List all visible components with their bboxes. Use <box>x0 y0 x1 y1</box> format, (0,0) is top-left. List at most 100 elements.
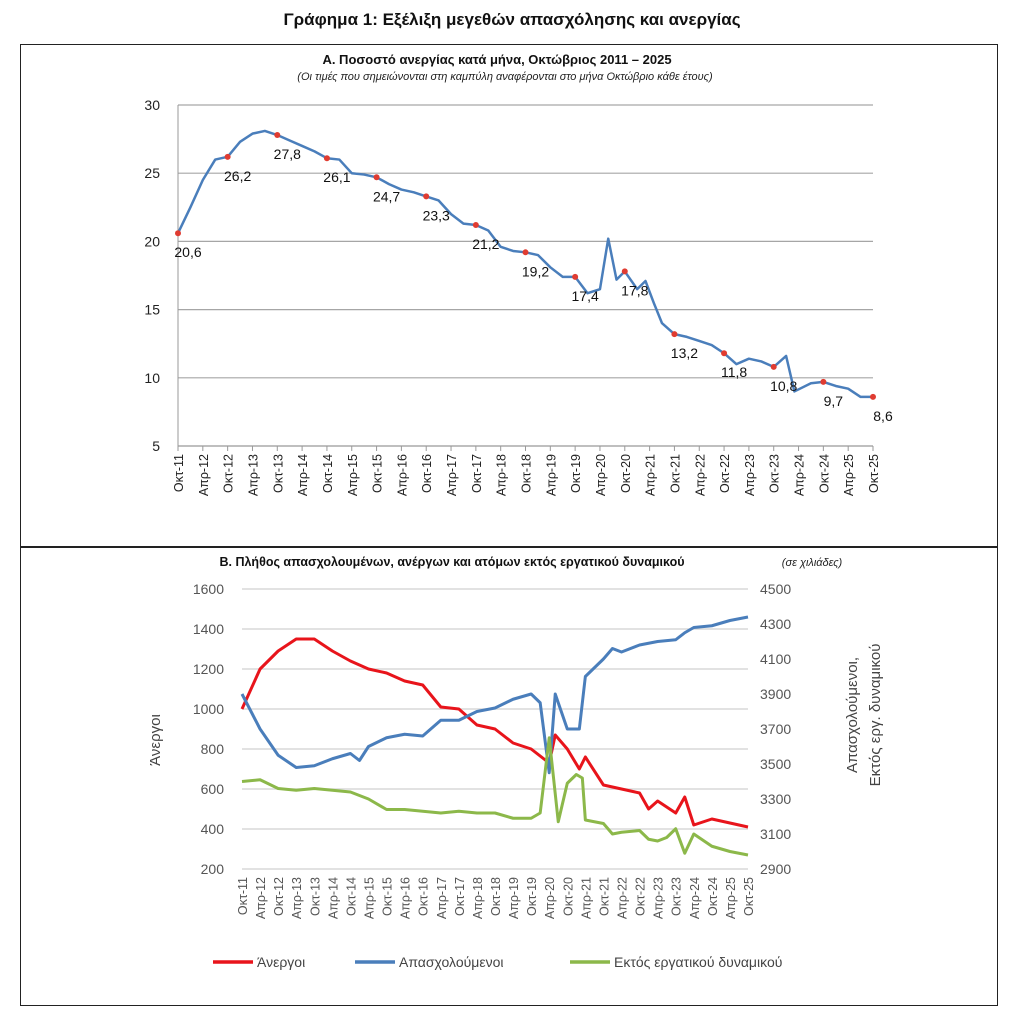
left-y-tick-label: 600 <box>201 781 225 797</box>
x-tick-label: Απρ-21 <box>644 454 658 496</box>
y-tick-label: 20 <box>144 233 160 249</box>
x-tick-label: Οκτ-12 <box>272 877 286 916</box>
x-tick-label: Οκτ-17 <box>470 454 484 493</box>
x-tick-label: Απρ-22 <box>616 877 630 919</box>
chart-a-title: Α. Ποσοστό ανεργίας κατά μήνα, Οκτώβριος… <box>322 52 671 67</box>
x-tick-label: Οκτ-15 <box>371 454 385 493</box>
x-tick-label: Οκτ-16 <box>417 877 431 916</box>
x-tick-label: Απρ-16 <box>395 454 409 496</box>
x-tick-label: Απρ-18 <box>471 877 485 919</box>
x-tick-label: Οκτ-12 <box>222 454 236 493</box>
x-tick-label: Απρ-13 <box>246 454 260 496</box>
data-label: 17,8 <box>621 282 648 298</box>
x-tick-label: Οκτ-21 <box>597 877 611 916</box>
figure-title: Γράφημα 1: Εξέλιξη μεγεθών απασχόλησης κ… <box>283 10 741 29</box>
x-tick-label: Οκτ-15 <box>381 877 395 916</box>
x-tick-label: Απρ-20 <box>543 877 557 919</box>
x-tick-label: Απρ-21 <box>579 877 593 919</box>
data-label: 21,2 <box>472 236 499 252</box>
x-tick-label: Απρ-23 <box>743 454 757 496</box>
data-label: 26,2 <box>224 168 251 184</box>
x-tick-label: Απρ-17 <box>445 454 459 496</box>
x-tick-label: Οκτ-18 <box>520 454 534 493</box>
x-tick-label: Απρ-24 <box>688 877 702 919</box>
x-tick-label: Οκτ-25 <box>867 454 881 493</box>
right-y-tick-label: 3900 <box>760 686 791 702</box>
x-tick-label: Απρ-14 <box>326 877 340 919</box>
chart-a-subtitle: (Οι τιμές που σημειώνονται στη καμπύλη α… <box>297 71 713 83</box>
x-tick-label: Οκτ-19 <box>525 877 539 916</box>
x-tick-label: Απρ-23 <box>652 877 666 919</box>
x-tick-label: Οκτ-17 <box>453 877 467 916</box>
x-tick-label: Απρ-25 <box>724 877 738 919</box>
x-tick-label: Οκτ-22 <box>634 877 648 916</box>
data-point-marker <box>373 174 380 181</box>
right-y-tick-label: 3100 <box>760 826 791 842</box>
x-tick-label: Απρ-16 <box>399 877 413 919</box>
x-tick-label: Οκτ-19 <box>569 454 583 493</box>
y-tick-label: 5 <box>152 438 160 454</box>
x-tick-label: Οκτ-18 <box>489 877 503 916</box>
panel-divider <box>20 546 998 548</box>
legend-label: Εκτός εργατικού δυναμικού <box>614 954 782 970</box>
x-tick-label: Οκτ-11 <box>172 454 186 492</box>
x-tick-label: Οκτ-22 <box>718 454 732 493</box>
data-point-marker <box>423 193 430 200</box>
x-tick-label: Απρ-15 <box>363 877 377 919</box>
left-y-tick-label: 200 <box>201 861 225 877</box>
data-label: 24,7 <box>373 188 400 204</box>
x-tick-label: Οκτ-20 <box>561 877 575 916</box>
x-tick-label: Απρ-19 <box>507 877 521 919</box>
data-point-marker <box>820 378 827 385</box>
right-y-tick-label: 3500 <box>760 756 791 772</box>
x-tick-label: Οκτ-11 <box>236 877 250 915</box>
y-tick-label: 25 <box>144 165 160 181</box>
y-tick-label: 10 <box>144 370 160 386</box>
data-point-marker <box>870 393 876 400</box>
data-label: 9,7 <box>824 393 844 409</box>
data-label: 26,1 <box>323 169 350 185</box>
left-y-tick-label: 1000 <box>193 701 224 717</box>
chart-b-left-axis-label: Άνεργοι <box>147 714 164 766</box>
y-tick-label: 30 <box>144 97 160 113</box>
x-tick-label: Οκτ-23 <box>768 454 782 493</box>
right-y-tick-label: 4500 <box>760 581 791 597</box>
data-label: 10,8 <box>770 378 797 394</box>
x-tick-label: Οκτ-13 <box>271 454 285 493</box>
x-tick-label: Οκτ-20 <box>619 454 633 493</box>
x-tick-label: Οκτ-14 <box>344 877 358 916</box>
figure-frame <box>20 44 998 1006</box>
x-tick-label: Απρ-12 <box>254 877 268 919</box>
x-tick-label: Οκτ-21 <box>668 454 682 493</box>
data-label: 8,6 <box>873 408 893 424</box>
chart-b-title: Β. Πλήθος απασχολουμένων, ανέργων και ατ… <box>219 555 684 569</box>
x-tick-label: Απρ-25 <box>842 454 856 496</box>
x-tick-label: Απρ-24 <box>793 454 807 496</box>
data-label: 11,8 <box>721 364 747 380</box>
left-y-tick-label: 1600 <box>193 581 224 597</box>
data-label: 19,2 <box>522 263 549 279</box>
x-tick-label: Απρ-12 <box>197 454 211 496</box>
chart-b-title-unit: (σε χιλιάδες) <box>782 557 843 569</box>
data-label: 17,4 <box>572 288 599 304</box>
right-y-tick-label: 3300 <box>760 791 791 807</box>
left-y-tick-label: 1200 <box>193 661 224 677</box>
data-label: 27,8 <box>274 146 301 162</box>
left-y-tick-label: 1400 <box>193 621 224 637</box>
x-tick-label: Απρ-20 <box>594 454 608 496</box>
data-point-marker <box>224 153 231 160</box>
legend-label: Απασχολούμενοι <box>399 954 503 970</box>
y-tick-label: 15 <box>144 302 160 318</box>
data-point-marker <box>323 155 330 162</box>
x-tick-label: Απρ-18 <box>495 454 509 496</box>
chart-b-right-axis-label-1: Απασχολούμενοι, <box>844 657 861 773</box>
data-point-marker <box>522 249 529 256</box>
data-point-marker <box>175 230 181 237</box>
series-line-2 <box>240 615 749 775</box>
right-y-tick-label: 2900 <box>760 861 791 877</box>
data-label: 13,2 <box>671 345 698 361</box>
data-point-marker <box>274 132 281 139</box>
x-tick-label: Απρ-22 <box>693 454 707 496</box>
x-tick-label: Οκτ-23 <box>670 877 684 916</box>
